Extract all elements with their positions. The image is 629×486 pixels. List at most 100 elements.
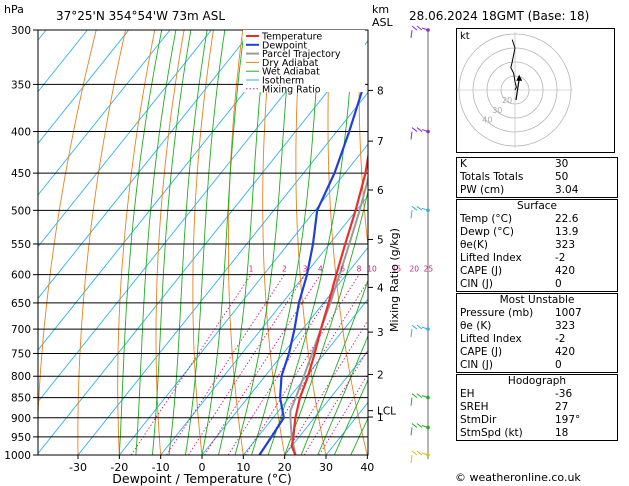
mixing-ratio-label: 4 (318, 265, 323, 274)
dry-adiabat-line (358, 30, 368, 250)
most-unstable-table: Most Unstable Pressure (mb) 1007 θe (K) 32… (456, 293, 618, 373)
index-row: PW (cm) 3.04 (460, 184, 579, 196)
hodograph-unit: kt (460, 31, 470, 42)
wet-adiabat-line (201, 30, 245, 455)
location-label: 37°25'N 354°54'W 73m ASL (56, 9, 225, 23)
x-axis-label: Dewpoint / Temperature (°C) (112, 471, 291, 486)
surface-row: Temp (°C) 22.6 (460, 213, 579, 225)
isotherm-line (38, 30, 130, 145)
wind-barb (410, 127, 429, 140)
dry-adiabat-line (77, 30, 126, 455)
mixing-ratio-line (166, 274, 285, 455)
height-tick-label: 6 (377, 185, 384, 197)
height-tick-label: LCL (377, 406, 396, 418)
surface-row: CIN (J) 0 (460, 278, 562, 290)
pressure-tick-label: 300 (11, 25, 31, 37)
pressure-tick-label: 900 (11, 413, 31, 425)
hodo-row: SREH 27 (460, 401, 569, 413)
legend-item: Parcel Trajectory (262, 49, 341, 60)
wind-barb (410, 450, 429, 464)
hodo-row: StmSpd (kt) 18 (460, 427, 569, 439)
isotherm-line (38, 30, 212, 248)
wind-barb (410, 423, 429, 436)
wind-barb-shape (410, 25, 429, 39)
temperature-tick-label: 20 (278, 461, 292, 474)
wind-barbs (410, 25, 430, 464)
isotherm-line (160, 195, 368, 455)
wind-barb-shape (410, 205, 429, 219)
pressure-tick-label: 800 (11, 371, 31, 383)
plot-frame (37, 29, 369, 456)
pressure-tick-label: 700 (11, 324, 31, 336)
index-row: K 30 (460, 158, 569, 170)
legend-item: Mixing Ratio (262, 84, 321, 95)
pressure-tick-label: 400 (11, 127, 31, 139)
wind-barb-dot (426, 327, 430, 331)
dry-adiabat-line (227, 30, 244, 455)
mu-row: Lifted Index -2 (460, 333, 566, 345)
dry-adiabat-line (192, 30, 214, 455)
mixing-ratio-label: 15 (392, 265, 402, 274)
index-row: Totals Totals 50 (460, 171, 569, 183)
wet-adiabat-line (151, 30, 192, 455)
stability-indices: K 30 Totals Totals 50 PW (cm) 3.04 (456, 157, 618, 198)
pressure-tick-label: 350 (11, 79, 31, 91)
mixing-ratio-line (204, 274, 321, 455)
hodograph-ring-label: 40 (482, 116, 492, 125)
temperature-tick-label: 30 (319, 461, 333, 474)
legend-item: Isotherm (262, 76, 304, 87)
mixing-ratio-label: 20 (409, 265, 419, 274)
isotherm-line (201, 246, 368, 455)
wind-barb (410, 205, 429, 219)
pressure-unit: hPa (4, 3, 24, 16)
wind-barb-shape (410, 393, 429, 406)
wind-barb-shape (410, 423, 429, 436)
height-tick-label: 3 (377, 327, 384, 339)
height-tick-label: 4 (377, 282, 384, 294)
wind-barb-shape (410, 127, 429, 140)
legend-item: Dewpoint (262, 40, 307, 51)
hodo-row: EH -36 (460, 388, 573, 400)
temperature-tick-label: 40 (360, 461, 374, 474)
height-unit-top: km (372, 3, 389, 16)
pressure-tick-label: 850 (11, 393, 31, 405)
surface-title: Surface (516, 200, 557, 212)
surface-row: Dewp (°C) 13.9 (460, 226, 579, 238)
dry-adiabat-line (624, 30, 629, 455)
mixing-ratio-label: 2 (282, 265, 287, 274)
surface-table: Surface Temp (°C) 22.6 Dewp (°C) 13.9 θe(K… (456, 199, 618, 292)
mixing-ratio-label: 3 (303, 265, 308, 274)
mixing-ratio-line (245, 274, 360, 455)
mu-row: CAPE (J) 420 (460, 346, 576, 358)
height-unit-bottom: ASL (372, 16, 394, 29)
hodograph-title: Hodograph (507, 375, 567, 387)
legend-item: Temperature (261, 32, 322, 43)
temperature-tick-label: -10 (152, 461, 170, 474)
mixing-ratio-line (227, 274, 343, 455)
height-tick-label: 2 (377, 369, 384, 381)
height-tick-label: 5 (377, 234, 384, 246)
pressure-tick-label: 650 (11, 298, 31, 310)
hodograph-trace (510, 39, 517, 91)
temperature-tick-label: -20 (110, 461, 128, 474)
isotherm-line (284, 350, 368, 455)
copyright-link[interactable]: © weatheronline.co.uk (455, 471, 581, 484)
isotherm-line (38, 40, 368, 455)
dewpoint-line (258, 30, 366, 455)
wind-barb (410, 25, 429, 39)
hodograph-ring-label: 30 (492, 106, 502, 115)
mu-row: CIN (J) 0 (460, 359, 562, 371)
legend-item: Wet Adiabat (262, 67, 320, 78)
axes: 1234681015202530035040045050055060065070… (4, 25, 433, 474)
hodograph-ring-label: 20 (502, 96, 512, 105)
temperature-tick-label: 0 (199, 461, 206, 474)
legend-background (243, 30, 365, 92)
legend-item: Dry Adiabat (262, 58, 319, 69)
pressure-tick-label: 550 (11, 239, 31, 251)
hodograph-table: Hodograph EH -36 SREH 27 StmDir 197° StmSpd… (456, 374, 618, 441)
surface-row: Lifted Index -2 (460, 252, 566, 264)
height-tick-label: 8 (377, 85, 384, 97)
surface-row: θe(K) 323 (460, 239, 576, 251)
isotherm-line (38, 30, 171, 196)
